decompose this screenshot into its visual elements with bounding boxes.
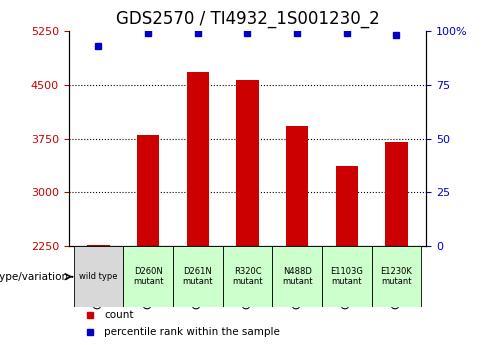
Bar	[87, 245, 110, 345]
Bar	[74, 246, 123, 307]
Text: E1103G
mutant: E1103G mutant	[330, 267, 363, 286]
Bar	[371, 246, 421, 307]
Bar	[385, 142, 408, 345]
Bar	[336, 166, 358, 345]
Title: GDS2570 / TI4932_1S001230_2: GDS2570 / TI4932_1S001230_2	[116, 10, 379, 28]
Text: D261N
mutant: D261N mutant	[182, 267, 213, 286]
Text: genotype/variation: genotype/variation	[0, 272, 69, 282]
Bar	[272, 246, 322, 307]
Text: N488D
mutant: N488D mutant	[282, 267, 313, 286]
Bar	[173, 246, 222, 307]
Text: count: count	[104, 310, 134, 320]
Bar	[286, 126, 308, 345]
Text: wild type: wild type	[79, 272, 118, 281]
Text: E1230K
mutant: E1230K mutant	[381, 267, 413, 286]
Text: R320C
mutant: R320C mutant	[232, 267, 263, 286]
Bar	[137, 135, 159, 345]
Bar	[236, 80, 259, 345]
Text: D260N
mutant: D260N mutant	[133, 267, 163, 286]
Text: percentile rank within the sample: percentile rank within the sample	[104, 327, 280, 337]
Bar	[187, 72, 209, 345]
Bar	[322, 246, 371, 307]
Bar	[222, 246, 272, 307]
Bar	[123, 246, 173, 307]
